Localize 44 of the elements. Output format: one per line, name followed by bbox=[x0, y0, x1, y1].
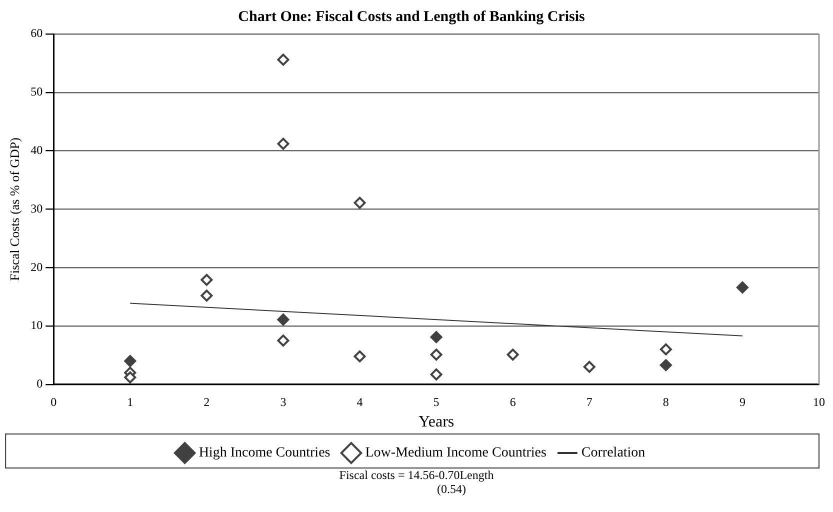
x-tick-label: 7 bbox=[586, 394, 592, 409]
point bbox=[736, 281, 748, 294]
point bbox=[660, 359, 672, 372]
y-tick-label: 50 bbox=[30, 84, 43, 99]
legend-label: Low-Medium Income Countries bbox=[365, 446, 546, 461]
text: (0.54) bbox=[436, 482, 467, 496]
x-axis-title: Years bbox=[418, 414, 454, 431]
legend-label: Correlation bbox=[581, 446, 646, 461]
point bbox=[430, 331, 442, 344]
point bbox=[277, 334, 290, 347]
y-tick-label: 10 bbox=[30, 318, 43, 332]
x-tick-label: 10 bbox=[813, 394, 825, 409]
point bbox=[200, 290, 213, 302]
point bbox=[277, 138, 290, 150]
point bbox=[506, 348, 519, 361]
x-tick-label: 2 bbox=[204, 394, 210, 409]
point bbox=[124, 355, 136, 368]
point bbox=[277, 54, 290, 66]
y-tick-label: 60 bbox=[30, 26, 43, 40]
x-tick-label: 8 bbox=[662, 394, 669, 409]
point bbox=[124, 371, 136, 384]
x-tick-label: 6 bbox=[510, 394, 516, 409]
y-tick-label: 40 bbox=[30, 142, 43, 157]
point bbox=[430, 368, 442, 380]
x-tick-label: 9 bbox=[739, 394, 746, 409]
point bbox=[660, 343, 672, 356]
legend-label: High Income Countries bbox=[198, 446, 330, 461]
x-tick-label: 5 bbox=[433, 394, 440, 409]
y-tick-label: 20 bbox=[30, 260, 43, 274]
point bbox=[583, 360, 596, 373]
x-tick-label: 3 bbox=[280, 394, 286, 409]
chart-title: Chart One: Fiscal Costs and Length of Banking Crisis bbox=[238, 8, 586, 25]
y-axis-title: Fiscal Costs (as % of GDP) bbox=[7, 138, 22, 281]
text: Fiscal costs = 14.56-0.70Length bbox=[338, 468, 495, 482]
x-tick-label: 1 bbox=[127, 394, 134, 409]
point bbox=[354, 350, 366, 362]
point bbox=[430, 348, 442, 361]
y-tick-label: 0 bbox=[36, 376, 43, 391]
point bbox=[277, 314, 290, 326]
x-tick-label: 0 bbox=[50, 394, 57, 409]
point bbox=[200, 274, 213, 286]
x-tick-label: 4 bbox=[356, 394, 363, 409]
y-tick-label: 30 bbox=[30, 201, 43, 216]
point bbox=[354, 196, 366, 209]
